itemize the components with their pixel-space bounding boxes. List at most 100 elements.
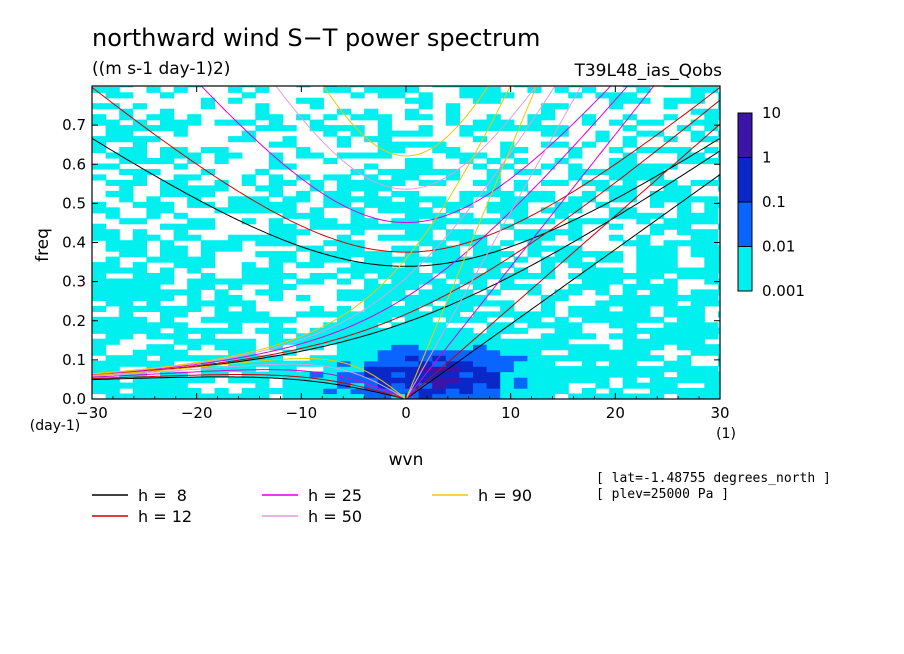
gravity-curve-h12 xyxy=(92,87,720,253)
heatmap-cell xyxy=(377,316,392,323)
heatmap-cell xyxy=(513,147,528,154)
heatmap-cell xyxy=(132,218,147,225)
heatmap-cell xyxy=(690,119,705,126)
heatmap-cell xyxy=(595,316,610,323)
heatmap-cell xyxy=(336,371,352,378)
heatmap-cell xyxy=(513,207,528,214)
heatmap-cell xyxy=(296,114,311,121)
heatmap-cell xyxy=(391,223,406,230)
heatmap-cell xyxy=(296,294,311,301)
heatmap-cell xyxy=(241,207,256,214)
heatmap-cell xyxy=(323,158,338,165)
heatmap-cell xyxy=(405,190,420,197)
heatmap-cell xyxy=(609,316,624,323)
heatmap-cell xyxy=(486,179,501,186)
heatmap-cell xyxy=(296,333,311,340)
heatmap-cell xyxy=(500,196,515,203)
heatmap-cell xyxy=(268,338,284,345)
heatmap-cell xyxy=(704,229,719,236)
heatmap-cell xyxy=(92,349,107,356)
heatmap-cell xyxy=(459,130,474,137)
heatmap-cell xyxy=(282,212,297,219)
heatmap-cell xyxy=(173,251,188,258)
heatmap-cell xyxy=(187,86,202,88)
heatmap-cell xyxy=(309,382,324,389)
heatmap-cell xyxy=(459,333,474,340)
heatmap-cell xyxy=(418,103,433,110)
heatmap-cell xyxy=(663,284,678,291)
heatmap-cell xyxy=(105,207,120,214)
heatmap-cell xyxy=(377,349,392,356)
heatmap-cell xyxy=(377,355,392,362)
heatmap-cell xyxy=(405,212,420,219)
heatmap-cell xyxy=(160,278,175,285)
y-tick-label: 0.2 xyxy=(62,312,86,330)
heatmap-cell xyxy=(228,196,243,203)
heatmap-cell xyxy=(568,393,583,399)
heatmap-cell xyxy=(677,223,692,230)
heatmap-cell xyxy=(146,289,161,296)
heatmap-cell xyxy=(105,190,120,197)
heatmap-cell xyxy=(391,174,406,181)
heatmap-cell xyxy=(704,251,719,258)
heatmap-cell xyxy=(105,360,120,367)
heatmap-cell xyxy=(704,119,719,126)
heatmap-cell xyxy=(92,119,107,126)
heatmap-cell xyxy=(377,371,392,378)
heatmap-cell xyxy=(704,114,719,121)
heatmap-cell xyxy=(228,316,243,323)
heatmap-cell xyxy=(377,327,392,334)
heatmap-cell xyxy=(663,256,678,263)
heatmap-cell xyxy=(717,201,720,208)
heatmap-cell xyxy=(649,130,665,137)
heatmap-cell xyxy=(568,196,583,203)
heatmap-cell xyxy=(595,366,610,373)
heatmap-cell xyxy=(187,234,202,241)
heatmap-cell xyxy=(636,316,651,323)
heatmap-cell xyxy=(717,108,720,115)
heatmap-cell xyxy=(609,234,624,241)
heatmap-cell xyxy=(445,262,460,269)
y-axis-label: freq xyxy=(33,228,53,262)
heatmap-cell xyxy=(513,366,528,373)
heatmap-cell xyxy=(200,147,216,154)
heatmap-cell xyxy=(214,344,229,351)
heatmap-cell xyxy=(309,119,324,126)
heatmap-cell xyxy=(309,223,324,230)
heatmap-cell xyxy=(119,382,134,389)
heatmap-cell xyxy=(704,179,719,186)
heatmap-cell xyxy=(241,119,256,126)
heatmap-cell xyxy=(663,114,678,121)
heatmap-cell xyxy=(609,103,624,110)
heatmap-cell xyxy=(486,388,501,395)
heatmap-cell xyxy=(309,388,324,395)
heatmap-cell xyxy=(405,273,420,280)
heatmap-cell xyxy=(473,125,488,132)
heatmap-cell xyxy=(336,185,352,192)
heatmap-cell xyxy=(418,223,433,230)
heatmap-cell xyxy=(350,196,365,203)
heatmap-cell xyxy=(527,240,542,247)
heatmap-cell xyxy=(282,240,297,247)
heatmap-cell xyxy=(391,201,406,208)
heatmap-cell xyxy=(160,92,175,99)
heatmap-cell xyxy=(336,108,352,115)
x-axis: −30 −20 −10 0 10 20 30 xyxy=(76,86,730,422)
heatmap-cell xyxy=(717,393,720,399)
heatmap-cell xyxy=(350,185,365,192)
heatmap-cell xyxy=(622,322,637,329)
heatmap-cell xyxy=(704,256,719,263)
heatmap-cell xyxy=(527,119,542,126)
heatmap-cell xyxy=(445,86,460,88)
heatmap-cell xyxy=(92,360,107,367)
heatmap-cell xyxy=(622,185,637,192)
heatmap-cell xyxy=(445,360,460,367)
heatmap-cell xyxy=(690,349,705,356)
heatmap-cell xyxy=(568,245,583,252)
heatmap-cell xyxy=(405,338,420,345)
heatmap-cell xyxy=(418,278,433,285)
heatmap-cell xyxy=(500,147,515,154)
heatmap-cell xyxy=(581,388,596,395)
heatmap-cell xyxy=(486,201,501,208)
heatmap-cell xyxy=(500,125,515,132)
